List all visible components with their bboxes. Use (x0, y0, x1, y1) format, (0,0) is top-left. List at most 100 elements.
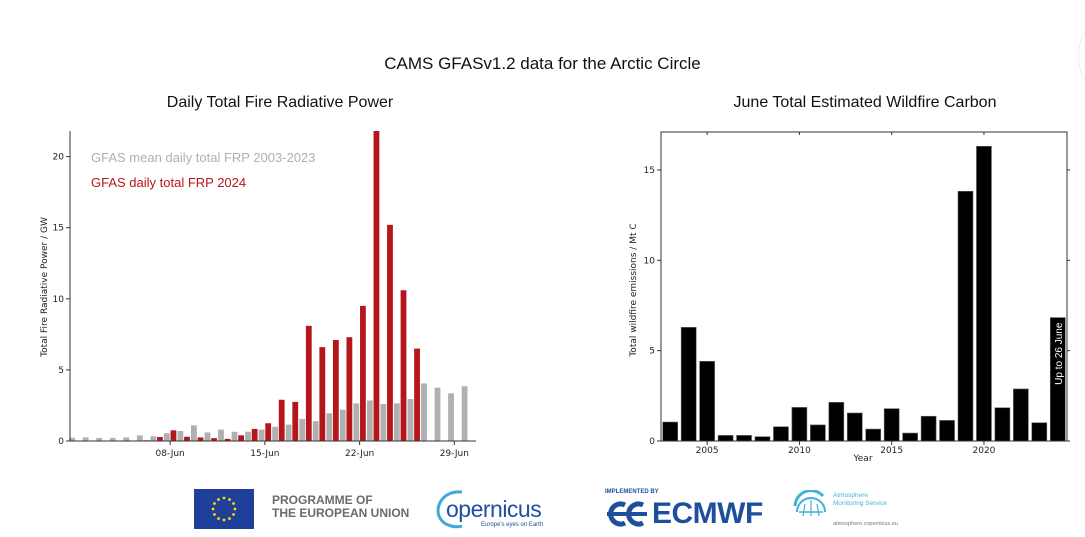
bar-2024-day-9 (184, 436, 190, 441)
eu-star (232, 502, 235, 505)
bar-year-2018 (939, 420, 955, 442)
right-y-tick-label: 10 (644, 256, 656, 266)
main-title: CAMS GFASv1.2 data for the Arctic Circle (384, 54, 701, 73)
bar-mean-day-18 (299, 418, 306, 441)
bar-year-2010 (791, 407, 808, 442)
right-x-tick-label: 2020 (973, 446, 996, 456)
bar-2024-day-20 (332, 340, 339, 441)
bar-mean-day-30 (461, 386, 468, 441)
left-y-tick-label: 0 (58, 437, 64, 447)
ams-url: atmosphere.copernicus.eu (833, 521, 898, 527)
bar-mean-day-9 (177, 431, 184, 441)
bar-2024-day-17 (292, 401, 299, 441)
left-y-tick-label: 10 (53, 295, 65, 305)
right-y-axis-label: Total wildfire emissions / Mt C (629, 223, 639, 357)
eu-star (222, 496, 226, 500)
legend-entry-2024: GFAS daily total FRP 2024 (91, 175, 246, 190)
bar-year-2016 (902, 432, 918, 442)
bar-mean-day-14 (245, 431, 251, 441)
bar-mean-day-15 (258, 429, 265, 441)
ams-name-line1: Atmosphere (833, 492, 869, 499)
eu-star (232, 513, 235, 516)
right-y-tick-label: 15 (644, 166, 655, 176)
bar-year-2007 (736, 435, 752, 442)
bar-2024-day-25 (400, 290, 407, 441)
bar-annotation: Up to 26 June (1054, 322, 1065, 385)
bar-year-2021 (994, 407, 1011, 442)
copernicus-tagline: Europe's eyes on Earth (481, 522, 544, 528)
chart-left-title: Daily Total Fire Radiative Power (166, 94, 394, 111)
bar-2024-day-13 (238, 435, 245, 441)
bar-mean-day-4 (109, 437, 116, 441)
copernicus-logo: opernicus Europe's eyes on Earth (432, 488, 557, 532)
bar-year-2014 (865, 428, 882, 442)
left-x-tick-label: 22-Jun (345, 449, 374, 459)
eu-star (222, 518, 226, 522)
corner-decoration (1078, 27, 1085, 85)
bar-mean-day-19 (312, 421, 319, 441)
bar-2024-day-18 (305, 325, 312, 441)
bar-year-2013 (846, 412, 863, 442)
left-y-tick-label: 5 (58, 366, 64, 376)
eu-text-line1: PROGRAMME OF (272, 493, 373, 507)
eu-star (213, 502, 216, 505)
right-x-tick-label: 2005 (696, 446, 719, 456)
eu-star (233, 507, 237, 511)
bar-year-2017 (920, 415, 937, 442)
left-x-tick-label: 08-Jun (156, 449, 185, 459)
left-y-tick-label: 20 (53, 153, 65, 163)
left-x-tick-label: 15-Jun (250, 449, 279, 459)
copernicus-swoosh-icon (436, 490, 463, 529)
legend-entry-mean: GFAS mean daily total FRP 2003-2023 (91, 150, 316, 165)
atmosphere-monitoring-logo: Atmosphere Monitoring Service atmosphere… (793, 488, 933, 532)
bar-mean-day-26 (407, 399, 414, 441)
bar-year-2022 (1013, 388, 1029, 442)
ecmwf-symbol-icon (607, 501, 647, 527)
bar-2024-day-10 (197, 437, 204, 441)
bar-2024-day-11 (211, 438, 217, 441)
bar-mean-day-2 (82, 437, 89, 441)
bar-mean-day-3 (96, 437, 103, 441)
bar-2024-day-21 (346, 337, 353, 441)
bar-2024-day-26 (414, 348, 420, 441)
frp-daily-chart: 0 5 10 15 20 08-Jun 15-Jun 22-Jun 29-Jun Total F… (40, 131, 476, 459)
eu-star (228, 517, 231, 520)
ams-name-line2: Monitoring Service (833, 500, 887, 507)
eu-star (217, 517, 220, 520)
ecmwf-wordmark: ECMWF (652, 497, 763, 530)
bar-mean-day-25 (394, 403, 400, 441)
bar-mean-day-8 (163, 433, 170, 441)
bar-year-2003 (662, 421, 679, 442)
chart-right-title: June Total Estimated Wildfire Carbon (733, 94, 997, 111)
bar-mean-day-1 (69, 437, 76, 441)
bar-2024-day-19 (319, 347, 326, 441)
right-axes-frame (660, 131, 1068, 442)
bar-mean-day-7 (150, 436, 157, 441)
bar-mean-day-17 (285, 424, 292, 441)
bar-year-2005 (699, 361, 715, 442)
bar-year-2023 (1031, 422, 1048, 442)
eu-flag-logo (194, 489, 254, 529)
bar-mean-day-23 (366, 400, 373, 441)
bar-mean-day-21 (339, 409, 346, 441)
bar-2024-day-7 (157, 437, 163, 441)
bar-year-2006 (717, 435, 734, 442)
bar-2024-day-12 (224, 438, 231, 441)
eu-star (213, 513, 216, 516)
left-y-tick-label: 15 (53, 224, 64, 234)
bar-2024-day-24 (387, 224, 393, 441)
bar-mean-day-10 (191, 425, 197, 441)
bar-2024-day-23 (373, 131, 380, 441)
right-x-tick-label: 2010 (788, 446, 811, 456)
bar-mean-day-27 (421, 383, 427, 441)
copernicus-wordmark: opernicus (446, 496, 542, 522)
bar-2024-day-15 (265, 423, 272, 441)
right-x-tick-label: 2015 (880, 446, 903, 456)
right-x-axis-label: Year (852, 454, 872, 464)
bar-mean-day-20 (326, 413, 333, 441)
bar-year-2012 (828, 402, 845, 442)
right-y-tick-label: 5 (649, 347, 655, 357)
bar-mean-day-29 (448, 393, 454, 441)
bar-mean-day-5 (123, 437, 130, 441)
bar-mean-day-16 (272, 426, 279, 441)
